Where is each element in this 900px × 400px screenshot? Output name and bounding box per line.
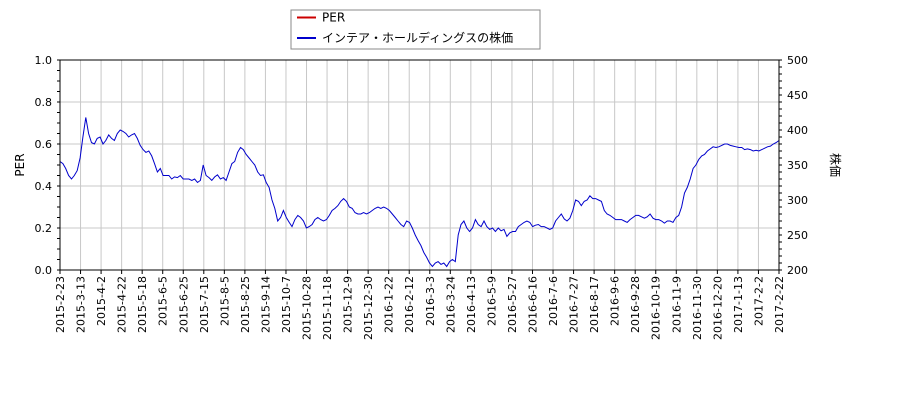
x-tick-label: 2016-11-9 <box>670 276 683 333</box>
y-left-tick-label: 0.0 <box>35 264 53 277</box>
x-tick-label: 2016-6-16 <box>526 276 539 333</box>
x-tick-label: 2016-10-19 <box>650 276 663 340</box>
x-tick-label: 2015-10-28 <box>301 276 314 340</box>
y-left-tick-label: 0.4 <box>35 180 53 193</box>
y-right-tick-label: 500 <box>787 54 808 67</box>
x-tick-label: 2015-12-30 <box>362 276 375 340</box>
x-tick-label: 2015-8-5 <box>218 276 231 326</box>
legend-label-per: PER <box>322 11 345 25</box>
x-tick-label: 2016-3-24 <box>444 276 457 333</box>
x-tick-label: 2015-5-18 <box>136 276 149 333</box>
y-left-tick-label: 0.2 <box>35 222 53 235</box>
x-tick-label: 2016-11-30 <box>691 276 704 340</box>
y-left-tick-label: 1.0 <box>35 54 53 67</box>
x-tick-label: 2017-2-2 <box>752 276 765 326</box>
legend: PER インテア・ホールディングスの株価 <box>290 9 541 50</box>
x-tick-label: 2016-5-9 <box>485 276 498 326</box>
x-tick-label: 2016-3-3 <box>424 276 437 326</box>
y-right-axis-title: 株価 <box>828 153 843 177</box>
series-line-price <box>59 117 780 268</box>
y-right-tick-label: 450 <box>787 89 808 102</box>
x-tick-label: 2016-2-12 <box>403 276 416 333</box>
x-tick-label: 2016-8-17 <box>588 276 601 333</box>
x-tick-label: 2015-2-23 <box>54 276 67 333</box>
left-axis: 0.0 0.2 0.4 0.6 0.8 1.0 <box>35 54 60 277</box>
x-tick-label: 2017-1-13 <box>732 276 745 333</box>
x-tick-label: 2016-9-28 <box>629 276 642 333</box>
x-tick-label: 2015-11-18 <box>321 276 334 340</box>
legend-label-price: インテア・ホールディングスの株価 <box>322 30 513 45</box>
x-tick-label: 2015-8-25 <box>239 276 252 333</box>
y-right-tick-label: 300 <box>787 194 808 207</box>
x-tick-label: 2016-1-22 <box>383 276 396 333</box>
x-tick-label: 2016-7-27 <box>568 276 581 333</box>
y-left-axis-title: PER <box>13 153 27 176</box>
x-tick-label: 2015-4-22 <box>116 276 129 333</box>
x-axis: 2015-2-23 2015-3-13 2015-4-2 2015-4-22 2015-… <box>54 270 786 340</box>
x-tick-label: 2015-4-2 <box>95 276 108 326</box>
x-tick-label: 2015-6-5 <box>157 276 170 326</box>
x-tick-label: 2016-7-6 <box>547 276 560 326</box>
x-tick-label: 2015-6-25 <box>177 276 190 333</box>
y-left-tick-label: 0.6 <box>35 138 53 151</box>
x-tick-label: 2016-12-20 <box>711 276 724 340</box>
series-layer <box>59 117 780 268</box>
y-left-tick-label: 0.8 <box>35 96 53 109</box>
legend-box <box>290 9 541 50</box>
x-tick-label: 2016-4-13 <box>465 276 478 333</box>
x-tick-label: 2015-3-13 <box>75 276 88 333</box>
x-tick-label: 2015-10-7 <box>280 276 293 333</box>
x-tick-label: 2016-5-27 <box>506 276 519 333</box>
x-tick-label: 2015-7-15 <box>198 276 211 333</box>
right-axis: 200 250 300 350 400 450 500 <box>779 54 808 277</box>
x-tick-label: 2016-9-6 <box>609 276 622 326</box>
y-right-tick-label: 250 <box>787 229 808 242</box>
plot-area <box>60 60 779 270</box>
x-tick-label: 2017-2-22 <box>773 276 786 333</box>
y-right-tick-label: 350 <box>787 159 808 172</box>
y-right-tick-label: 200 <box>787 264 808 277</box>
x-tick-label: 2015-9-14 <box>259 276 272 333</box>
y-right-tick-label: 400 <box>787 124 808 137</box>
x-tick-label: 2015-12-9 <box>342 276 355 333</box>
